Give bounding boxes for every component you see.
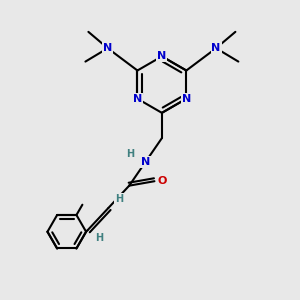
Text: N: N xyxy=(103,43,112,53)
Text: O: O xyxy=(157,176,167,186)
Text: H: H xyxy=(115,194,123,204)
Text: N: N xyxy=(141,157,150,167)
Text: N: N xyxy=(157,51,167,62)
Text: N: N xyxy=(212,43,221,53)
Text: H: H xyxy=(127,149,135,160)
Text: N: N xyxy=(133,94,142,104)
Text: H: H xyxy=(95,233,104,243)
Text: N: N xyxy=(182,94,191,104)
